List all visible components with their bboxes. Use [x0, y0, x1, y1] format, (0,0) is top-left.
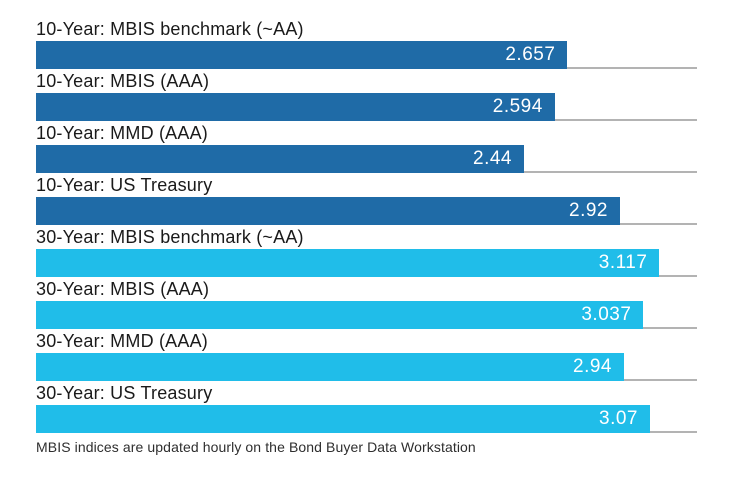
bar-track: 3.037 — [36, 301, 697, 329]
chart-row: 10-Year: MMD (AAA) 2.44 — [36, 121, 697, 173]
chart-row: 30-Year: MBIS (AAA) 3.037 — [36, 277, 697, 329]
bar-category-label: 30-Year: US Treasury — [36, 383, 213, 403]
chart-row: 30-Year: MBIS benchmark (~AA) 3.117 — [36, 225, 697, 277]
yield-bar: 2.594 — [36, 93, 555, 121]
bar-track: 2.92 — [36, 197, 697, 225]
bar-category-label: 10-Year: MBIS benchmark (~AA) — [36, 19, 304, 39]
bar-track: 3.117 — [36, 249, 697, 277]
bar-category-label: 30-Year: MMD (AAA) — [36, 331, 208, 351]
yield-bar: 2.94 — [36, 353, 624, 381]
yield-bar: 3.07 — [36, 405, 650, 433]
bar-category-label: 30-Year: MBIS (AAA) — [36, 279, 210, 299]
yield-bar: 3.117 — [36, 249, 660, 277]
chart-row: 30-Year: MMD (AAA) 2.94 — [36, 329, 697, 381]
chart-row: 10-Year: MBIS (AAA) 2.594 — [36, 69, 697, 121]
bar-value-label: 3.037 — [581, 304, 632, 325]
yield-bar: 2.92 — [36, 197, 620, 225]
bar-category-label: 10-Year: MBIS (AAA) — [36, 71, 210, 91]
bar-value-label: 2.657 — [505, 44, 556, 65]
yield-bar: 2.44 — [36, 145, 524, 173]
bar-track: 2.94 — [36, 353, 697, 381]
bar-value-label: 2.44 — [473, 148, 512, 169]
chart-row: 10-Year: US Treasury 2.92 — [36, 173, 697, 225]
bar-track: 2.594 — [36, 93, 697, 121]
bar-track: 2.44 — [36, 145, 697, 173]
bar-category-label: 10-Year: US Treasury — [36, 175, 213, 195]
bar-track: 3.07 — [36, 405, 697, 433]
yield-bar: 3.037 — [36, 301, 644, 329]
bar-value-label: 2.94 — [573, 356, 612, 377]
bar-value-label: 2.92 — [569, 200, 608, 221]
chart-row: 10-Year: MBIS benchmark (~AA) 2.657 — [36, 17, 697, 69]
bar-category-label: 10-Year: MMD (AAA) — [36, 123, 208, 143]
bar-value-label: 3.07 — [599, 408, 638, 429]
chart-footnote: MBIS indices are updated hourly on the B… — [36, 439, 476, 455]
bar-track: 2.657 — [36, 41, 697, 69]
chart-rows: 10-Year: MBIS benchmark (~AA) 2.657 10-Y… — [36, 17, 697, 433]
yield-bar: 2.657 — [36, 41, 568, 69]
chart-row: 30-Year: US Treasury 3.07 — [36, 381, 697, 433]
bar-category-label: 30-Year: MBIS benchmark (~AA) — [36, 227, 304, 247]
bar-value-label: 3.117 — [598, 252, 648, 273]
bar-value-label: 2.594 — [492, 96, 543, 117]
